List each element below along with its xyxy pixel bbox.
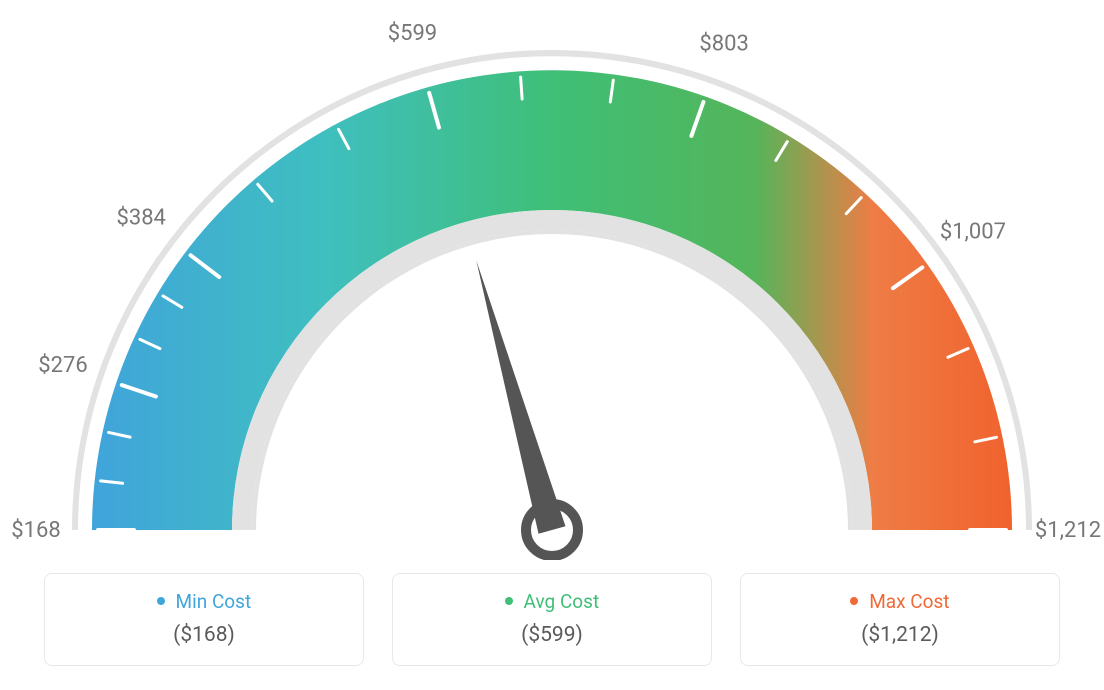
min-cost-label: Min Cost (176, 590, 252, 613)
avg-cost-title: Avg Cost (403, 590, 701, 613)
min-cost-title: Min Cost (55, 590, 353, 613)
gauge-tick-label: $599 (388, 21, 437, 46)
max-cost-label: Max Cost (869, 590, 949, 613)
gauge-svg: $168 $276 $384 $599 $803 $1,007 $1,212 (0, 0, 1104, 560)
min-cost-value: ($168) (55, 623, 353, 647)
min-dot-icon (157, 597, 165, 605)
max-dot-icon (850, 597, 858, 605)
gauge-chart-container: $168 $276 $384 $599 $803 $1,007 $1,212 Min Cos… (0, 0, 1104, 690)
gauge-tick-label: $168 (11, 518, 60, 543)
avg-cost-label: Avg Cost (524, 590, 600, 613)
gauge-tick-label: $384 (116, 206, 165, 231)
gauge-tick-label: $276 (38, 353, 87, 378)
avg-cost-card: Avg Cost ($599) (392, 573, 712, 666)
legend-row: Min Cost ($168) Avg Cost ($599) Max Cost… (0, 573, 1104, 666)
gauge-tick-label: $803 (699, 32, 748, 57)
gauge-area: $168 $276 $384 $599 $803 $1,007 $1,212 (0, 0, 1104, 560)
avg-cost-value: ($599) (403, 623, 701, 647)
avg-dot-icon (505, 597, 513, 605)
max-cost-card: Max Cost ($1,212) (740, 573, 1060, 666)
gauge-tick-label: $1,007 (940, 219, 1006, 244)
min-cost-card: Min Cost ($168) (44, 573, 364, 666)
gauge-tick-label: $1,212 (1035, 518, 1101, 543)
max-cost-title: Max Cost (751, 590, 1049, 613)
max-cost-value: ($1,212) (751, 623, 1049, 647)
